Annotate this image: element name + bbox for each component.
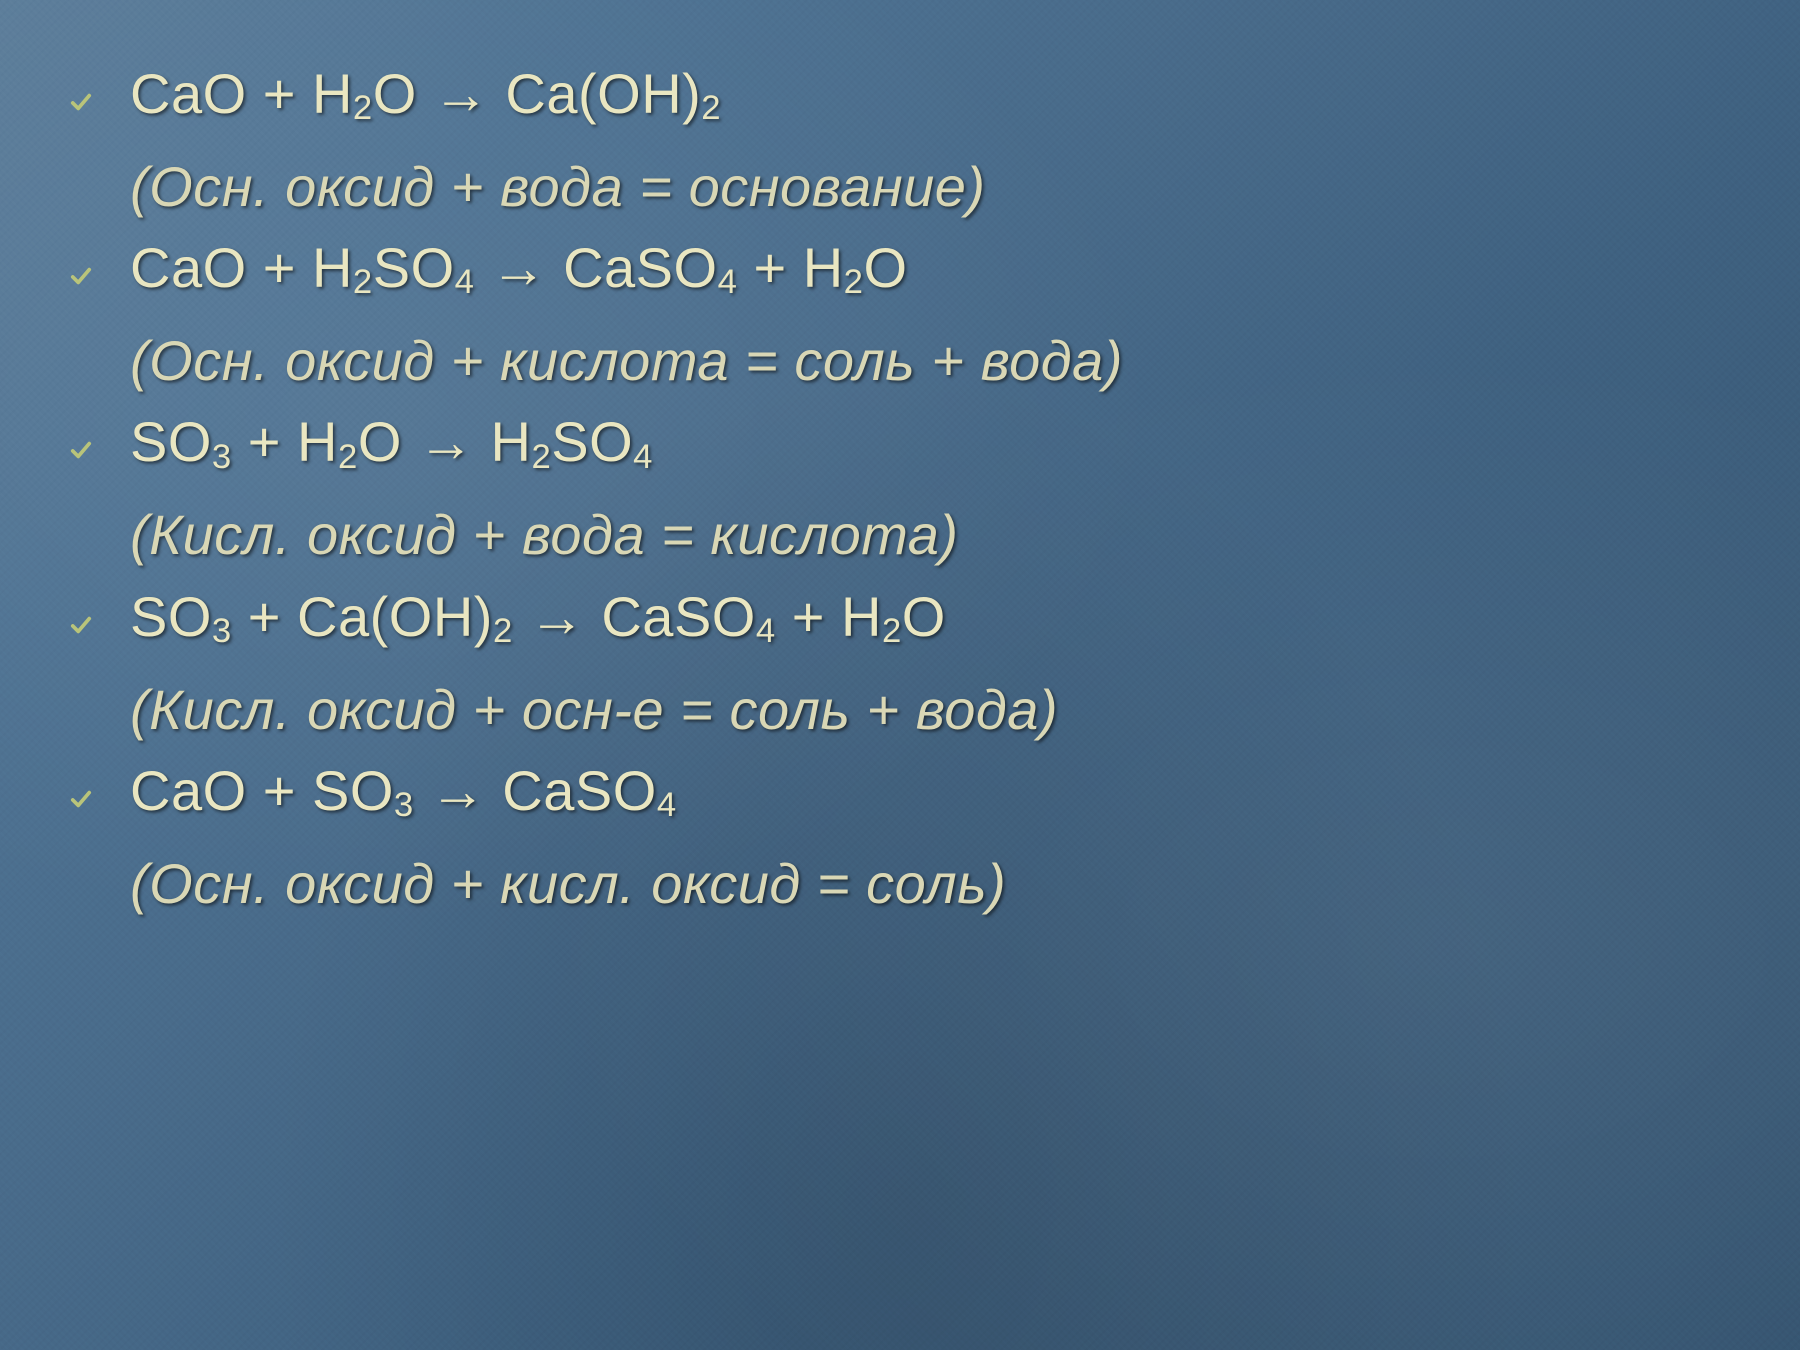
bullet-column bbox=[70, 843, 130, 903]
explanation-line: (Осн. оксид + кислота = соль + вода) bbox=[70, 320, 1730, 394]
check-icon bbox=[70, 265, 92, 287]
check-icon bbox=[70, 439, 92, 461]
bullet-column bbox=[70, 494, 130, 554]
line-text: (Осн. оксид + вода = основание) bbox=[130, 153, 986, 220]
bullet-column bbox=[70, 420, 130, 480]
bullet-column bbox=[70, 320, 130, 380]
equation-line: CaO + SO3 → CaSO4 bbox=[70, 757, 1730, 829]
bullet-column bbox=[70, 146, 130, 206]
line-text: CaO + H2SO4 → CaSO4 + H2O bbox=[130, 234, 908, 301]
line-text: (Осн. оксид + кисл. оксид = соль) bbox=[130, 850, 1006, 917]
bullet-column bbox=[70, 72, 130, 132]
bullet-column bbox=[70, 246, 130, 306]
slide-content: CaO + H2O → Ca(OH)2 (Осн. оксид + вода = … bbox=[0, 0, 1800, 917]
line-text: SO3 + Ca(OH)2 → CaSO4 + H2O bbox=[130, 583, 946, 650]
equation-line: CaO + H2SO4 → CaSO4 + H2O bbox=[70, 234, 1730, 306]
check-icon bbox=[70, 91, 92, 113]
line-text: CaO + SO3 → CaSO4 bbox=[130, 757, 677, 824]
line-text: CaO + H2O → Ca(OH)2 bbox=[130, 60, 721, 127]
explanation-line: (Кисл. оксид + осн-е = соль + вода) bbox=[70, 669, 1730, 743]
bullet-column bbox=[70, 669, 130, 729]
line-text: (Осн. оксид + кислота = соль + вода) bbox=[130, 327, 1123, 394]
explanation-line: (Осн. оксид + кисл. оксид = соль) bbox=[70, 843, 1730, 917]
bullet-column bbox=[70, 595, 130, 655]
equation-line: CaO + H2O → Ca(OH)2 bbox=[70, 60, 1730, 132]
line-text: (Кисл. оксид + осн-е = соль + вода) bbox=[130, 676, 1058, 743]
explanation-line: (Кисл. оксид + вода = кислота) bbox=[70, 494, 1730, 568]
check-icon bbox=[70, 614, 92, 636]
bullet-column bbox=[70, 769, 130, 829]
equation-line: SO3 + H2O → H2SO4 bbox=[70, 408, 1730, 480]
equation-line: SO3 + Ca(OH)2 → CaSO4 + H2O bbox=[70, 583, 1730, 655]
line-text: SO3 + H2O → H2SO4 bbox=[130, 408, 653, 475]
check-icon bbox=[70, 788, 92, 810]
explanation-line: (Осн. оксид + вода = основание) bbox=[70, 146, 1730, 220]
line-text: (Кисл. оксид + вода = кислота) bbox=[130, 501, 959, 568]
